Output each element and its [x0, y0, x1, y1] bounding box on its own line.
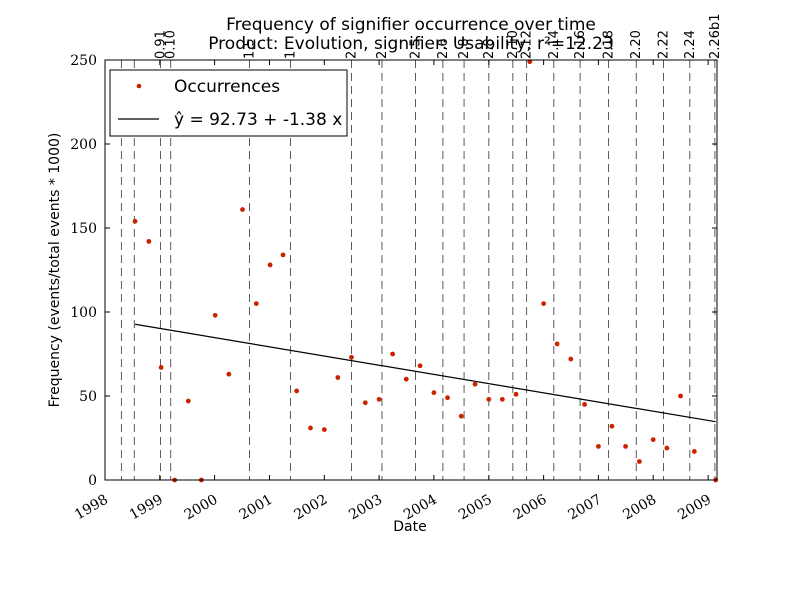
data-point: [280, 252, 286, 258]
chart-subtitle: Product: Evolution, signifier: Usability…: [208, 34, 614, 54]
release-label: 2.8: [482, 38, 497, 59]
data-point: [554, 341, 560, 347]
release-label: 2.10: [506, 30, 521, 59]
data-point: [376, 396, 382, 402]
data-point: [158, 365, 164, 370]
data-point: [541, 301, 547, 306]
fit-line: [134, 323, 716, 423]
data-point: [362, 400, 368, 406]
y-tick-label: 150: [70, 221, 97, 237]
x-tick-label: 2001: [237, 492, 276, 524]
release-label: 2.24: [683, 30, 698, 59]
release-label: 2.16: [573, 30, 588, 59]
release-label: 2.6: [436, 38, 451, 59]
data-point: [596, 444, 601, 449]
data-point: [609, 423, 615, 429]
legend: Occurrences ŷ = 92.73 + -1.38 x: [109, 69, 348, 137]
data-point: [582, 402, 588, 407]
data-point: [146, 239, 152, 244]
data-point: [240, 207, 245, 212]
release-label: 2.26b1: [708, 14, 723, 59]
release-label: 2.5: [409, 38, 424, 59]
release-label: 2.14: [547, 30, 562, 59]
release-label: 0.10: [164, 30, 179, 59]
data-point: [212, 312, 218, 318]
data-point: [691, 449, 697, 454]
legend-marker-occurrences: [136, 83, 142, 89]
scatter-points: [132, 59, 719, 483]
release-label: 2.8: [457, 38, 472, 59]
data-point: [226, 371, 232, 377]
y-axis-ticks: 0 50 100 150 200 250: [70, 53, 717, 489]
data-point: [294, 388, 300, 394]
data-point: [513, 391, 519, 397]
data-point: [431, 390, 437, 396]
release-label: 2.12: [520, 30, 535, 59]
fit-line-layer: [134, 323, 716, 423]
data-point: [458, 413, 464, 419]
x-tick-label: 2002: [291, 492, 330, 524]
data-point: [253, 301, 259, 306]
release-label: 2.20: [629, 30, 644, 59]
data-point: [132, 218, 138, 224]
x-tick-label: 2006: [511, 492, 550, 524]
data-point: [623, 444, 628, 449]
data-point: [308, 425, 313, 431]
data-point: [650, 437, 656, 443]
data-point: [678, 393, 683, 399]
x-tick-label: 2000: [182, 492, 221, 524]
release-labels: 0.910.10 1.5 1 2 2 2.5 2.6 2.8 2.8 2.102.12 2.14 2.…: [153, 14, 723, 59]
release-label: 2.22: [657, 30, 672, 59]
y-tick-label: 50: [79, 389, 97, 405]
data-point: [321, 427, 327, 432]
x-tick-label: 2003: [346, 492, 385, 524]
data-point: [417, 363, 423, 369]
data-point: [636, 459, 642, 464]
y-tick-label: 100: [70, 305, 97, 321]
x-axis-label: Date: [393, 519, 426, 535]
data-point: [445, 395, 450, 401]
legend-label-fit: ŷ = 92.73 + -1.38 x: [174, 110, 342, 130]
x-tick-label: 1999: [127, 492, 166, 524]
x-tick-label: 2007: [566, 492, 605, 524]
plot-frame: [104, 59, 718, 481]
y-tick-label: 250: [70, 53, 97, 69]
data-point: [664, 445, 670, 451]
data-point: [335, 375, 341, 380]
legend-label-occurrences: Occurrences: [174, 77, 280, 97]
release-label: 1.5: [242, 38, 257, 59]
release-label: 1: [283, 51, 298, 59]
release-label: 2.18: [602, 30, 617, 59]
data-point: [390, 351, 396, 357]
release-label: 2: [344, 51, 359, 59]
y-axis-label: Frequency (events/total events * 1000): [47, 133, 63, 408]
x-tick-label: 2008: [620, 492, 659, 524]
release-label: 0.91: [153, 30, 168, 59]
data-point: [185, 398, 191, 404]
data-point: [349, 354, 354, 360]
y-tick-label: 0: [88, 473, 97, 489]
x-tick-label: 1998: [72, 492, 111, 524]
x-tick-label: 2005: [456, 492, 495, 524]
data-point: [267, 262, 273, 268]
release-lines: [120, 60, 716, 480]
data-point: [403, 376, 409, 382]
data-point: [486, 396, 492, 402]
x-tick-label: 2009: [675, 492, 714, 524]
data-point: [472, 381, 478, 387]
y-tick-label: 200: [70, 137, 97, 153]
data-point: [499, 396, 505, 402]
chart-title: Frequency of signifier occurrence over t…: [226, 15, 596, 35]
release-label: 2: [375, 51, 390, 59]
legend-box: [109, 69, 348, 137]
data-point: [568, 356, 574, 362]
